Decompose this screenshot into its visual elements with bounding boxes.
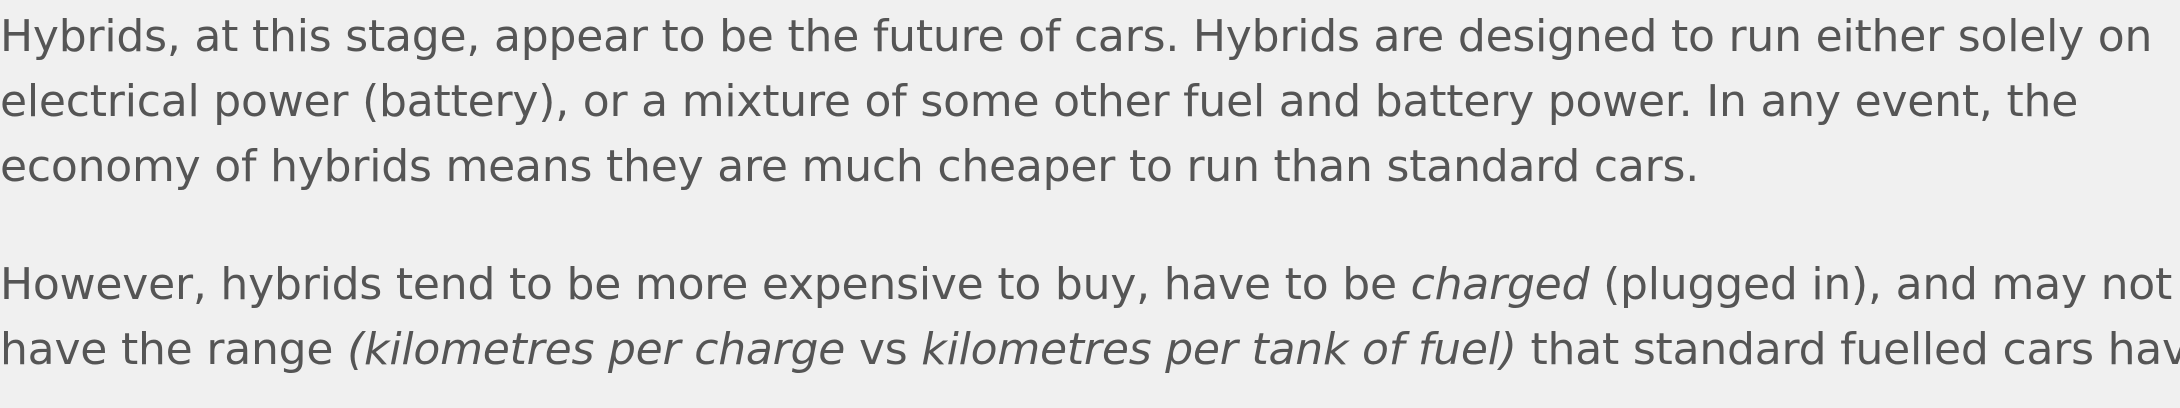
text-segment: However, hybrids tend to be more expensi… (0, 259, 1411, 310)
emphasis-charged: charged (1410, 259, 1590, 310)
text-line: electrical power (battery), or a mixture… (0, 76, 2079, 127)
text-segment: that standard fuelled cars have. (1516, 324, 2180, 375)
text-line: Hybrids, at this stage, appear to be the… (0, 11, 2153, 62)
emphasis-kilometres-per-charge: (kilometres per charge (347, 324, 846, 375)
text-line: economy of hybrids means they are much c… (0, 141, 1700, 192)
emphasis-kilometres-per-tank: kilometres per tank of fuel) (921, 324, 1517, 375)
text-segment: have the range (0, 324, 348, 375)
paragraph-hybrids-intro: Hybrids, at this stage, appear to be the… (0, 4, 2152, 199)
text-segment: vs (845, 324, 922, 375)
paragraph-hybrids-drawbacks: However, hybrids tend to be more expensi… (0, 252, 2180, 382)
text-line: However, hybrids tend to be more expensi… (0, 252, 2180, 317)
text-segment: (plugged in), and may not (1589, 259, 2173, 310)
text-line: have the range (kilometres per charge vs… (0, 317, 2180, 382)
